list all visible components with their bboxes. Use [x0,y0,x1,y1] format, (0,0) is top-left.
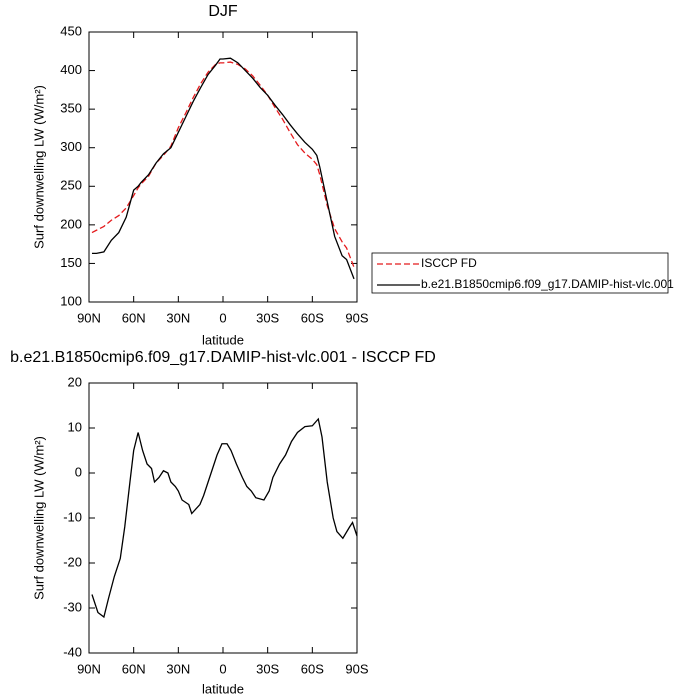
x-tick-label: 0 [219,310,226,325]
data-line [91,57,355,280]
y-axis-label: Surf downwelling LW (W/m²) [31,85,46,249]
y-axis-label: Surf downwelling LW (W/m²) [31,436,46,600]
y-tick-label: 400 [60,62,82,77]
y-tick-label: 350 [60,101,82,116]
x-tick-label: 30N [166,310,190,325]
y-tick-label: 10 [68,419,82,434]
y-tick-label: 20 [68,374,82,389]
x-tick-label: 90S [345,310,368,325]
y-tick-label: 100 [60,293,82,308]
x-tick-label: 90S [345,661,368,676]
legend-label: b.e21.B1850cmip6.f09_g17.DAMIP-hist-vlc.… [421,277,674,291]
x-tick-label: 30N [166,661,190,676]
legend-label: ISCCP FD [421,256,477,270]
x-axis-label: latitude [202,332,244,347]
plot-frame [88,31,358,303]
y-tick-label: -10 [63,509,82,524]
data-line [91,61,355,268]
y-tick-label: -30 [63,599,82,614]
y-tick-label: 150 [60,255,82,270]
x-tick-label: 30S [256,310,279,325]
chart-title: DJF [208,3,238,20]
x-tick-label: 60S [301,661,324,676]
plot-frame [88,382,358,654]
y-tick-label: 450 [60,23,82,38]
y-tick-label: 200 [60,216,82,231]
x-tick-label: 90N [77,661,101,676]
y-tick-label: 250 [60,178,82,193]
x-tick-label: 0 [219,661,226,676]
y-tick-label: 0 [75,464,82,479]
y-tick-label: -40 [63,644,82,659]
x-tick-label: 60N [122,310,146,325]
chart-title: b.e21.B1850cmip6.f09_g17.DAMIP-hist-vlc.… [10,349,436,366]
x-tick-label: 60S [301,310,324,325]
x-axis-label: latitude [202,681,244,696]
x-tick-label: 60N [122,661,146,676]
data-line [91,417,358,619]
y-tick-label: 300 [60,139,82,154]
x-tick-label: 90N [77,310,101,325]
x-tick-label: 30S [256,661,279,676]
legend-box [371,252,669,294]
y-tick-label: -20 [63,554,82,569]
